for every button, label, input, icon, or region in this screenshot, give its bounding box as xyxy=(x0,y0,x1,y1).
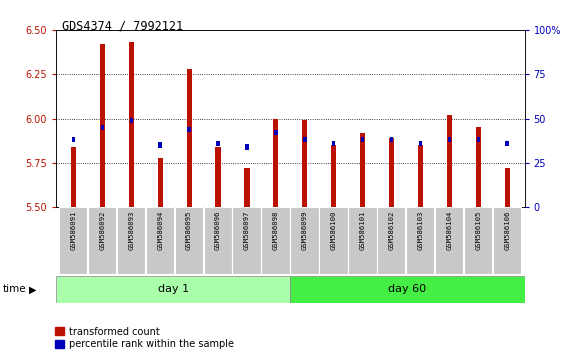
Bar xyxy=(261,207,290,274)
Bar xyxy=(215,147,220,207)
Text: GSM586101: GSM586101 xyxy=(360,210,366,250)
Text: time: time xyxy=(3,284,26,295)
Bar xyxy=(464,207,492,274)
Bar xyxy=(390,137,393,142)
Text: GSM586104: GSM586104 xyxy=(447,210,452,250)
Bar xyxy=(217,141,220,146)
Bar xyxy=(360,133,365,207)
Bar xyxy=(505,141,509,146)
Bar xyxy=(302,120,307,207)
Bar xyxy=(245,144,249,150)
Bar xyxy=(418,145,423,207)
Bar xyxy=(186,69,192,207)
Bar xyxy=(348,207,376,274)
Bar xyxy=(476,127,481,207)
Bar xyxy=(56,276,291,303)
Bar xyxy=(204,207,232,274)
Text: ▶: ▶ xyxy=(29,284,36,295)
Bar xyxy=(100,44,105,207)
Text: GSM586094: GSM586094 xyxy=(157,210,163,250)
Text: GSM586099: GSM586099 xyxy=(302,210,308,250)
Text: GSM586093: GSM586093 xyxy=(128,210,134,250)
Bar xyxy=(100,125,104,130)
Text: GSM586102: GSM586102 xyxy=(389,210,394,250)
Bar xyxy=(291,276,525,303)
Text: GSM586100: GSM586100 xyxy=(330,210,337,250)
Text: GSM586103: GSM586103 xyxy=(417,210,424,250)
Bar xyxy=(389,138,394,207)
Bar xyxy=(331,145,336,207)
Bar xyxy=(435,207,463,274)
Bar xyxy=(128,42,134,207)
Bar xyxy=(71,147,76,207)
Bar xyxy=(361,137,364,142)
Bar xyxy=(319,207,348,274)
Bar xyxy=(419,141,422,146)
Bar xyxy=(406,207,434,274)
Bar xyxy=(158,143,162,148)
Bar xyxy=(88,207,116,274)
Bar xyxy=(130,118,133,123)
Text: GSM586106: GSM586106 xyxy=(504,210,510,250)
Text: day 60: day 60 xyxy=(388,284,426,295)
Bar xyxy=(447,115,452,207)
Bar xyxy=(158,158,163,207)
Text: GSM586092: GSM586092 xyxy=(99,210,105,250)
Text: GSM586095: GSM586095 xyxy=(186,210,192,250)
Bar xyxy=(291,207,319,274)
Text: GSM586105: GSM586105 xyxy=(475,210,481,250)
Text: day 1: day 1 xyxy=(158,284,188,295)
Text: GSM586098: GSM586098 xyxy=(273,210,279,250)
Bar xyxy=(232,207,261,274)
Bar xyxy=(245,168,250,207)
Bar xyxy=(476,137,480,142)
Bar xyxy=(146,207,174,274)
Bar xyxy=(187,126,191,132)
Bar xyxy=(117,207,145,274)
Text: GSM586097: GSM586097 xyxy=(244,210,250,250)
Text: GSM586091: GSM586091 xyxy=(71,210,76,250)
Bar xyxy=(332,141,335,146)
Bar xyxy=(72,137,75,142)
Bar xyxy=(59,207,88,274)
Bar xyxy=(448,137,451,142)
Bar xyxy=(273,119,278,207)
Text: GSM586096: GSM586096 xyxy=(215,210,221,250)
Bar xyxy=(504,168,510,207)
Legend: transformed count, percentile rank within the sample: transformed count, percentile rank withi… xyxy=(56,327,234,349)
Bar xyxy=(174,207,203,274)
Bar xyxy=(493,207,521,274)
Text: GDS4374 / 7992121: GDS4374 / 7992121 xyxy=(62,19,183,33)
Bar xyxy=(377,207,406,274)
Bar xyxy=(274,130,278,135)
Bar xyxy=(303,137,306,142)
